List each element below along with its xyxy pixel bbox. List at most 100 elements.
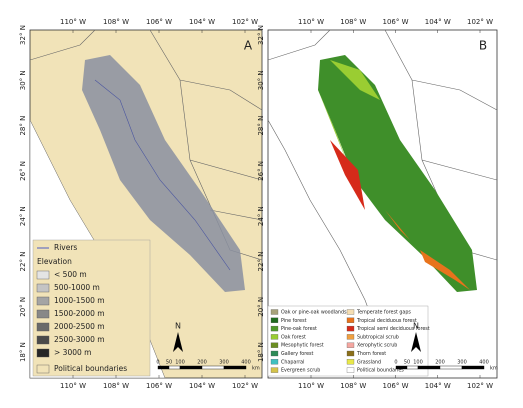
scale-tick: 100 (175, 360, 185, 366)
legend-text: 2500-3000 m (54, 335, 105, 344)
legend-text: Xerophytic scrub (357, 343, 397, 349)
north-label: N (175, 322, 181, 331)
legend-swatch (346, 350, 355, 357)
legend-swatch (36, 348, 50, 358)
latitude-label: 28° N (19, 116, 27, 136)
latitude-label: 32° N (257, 25, 265, 45)
scale-unit: km (252, 366, 260, 372)
scale-segment (439, 365, 463, 370)
legend-swatch (346, 342, 355, 348)
latitude-label: 32° N (19, 25, 27, 45)
legend-text: Tropical semi deciduous forest (356, 326, 430, 332)
scale-segment (406, 365, 419, 370)
scale-tick: 0 (394, 360, 397, 366)
longitude-label: 106° W (382, 18, 408, 26)
longitude-label: 108° W (103, 382, 129, 390)
legend-b: Oak or pine-oak woodlands Pine forest Pine… (267, 305, 430, 377)
latitude-label: 30° N (19, 70, 27, 90)
legend-text: 2000-2500 m (54, 322, 105, 331)
legend-swatch (346, 359, 355, 365)
longitude-label: 104° W (189, 382, 215, 390)
legend-text: Oak or pine-oak woodlands (281, 310, 347, 316)
latitude-label: 24° N (257, 206, 265, 226)
legend-text: Grassland (357, 359, 381, 365)
legend-swatch (270, 317, 279, 323)
legend-text: Rivers (54, 243, 77, 252)
legend-title: Elevation (37, 257, 72, 266)
scale-tick: 0 (156, 360, 159, 366)
legend-swatch (36, 322, 50, 332)
legend-swatch (346, 317, 355, 323)
legend-text: Political boundaries (54, 364, 127, 373)
longitude-label: 110° W (60, 18, 86, 26)
north-arrow (411, 332, 421, 352)
legend-text: Gallery forest (281, 351, 314, 357)
scale-segment (417, 365, 441, 370)
scale-tick: 200 (435, 360, 445, 366)
legend-a: Rivers Elevation < 500 m 500-1000 m 1000-150… (32, 239, 151, 377)
legend-text: Temperate forest gaps (356, 310, 411, 316)
legend-swatch (36, 335, 50, 345)
legend-swatch (36, 283, 50, 293)
scale-unit: km (490, 366, 498, 372)
scale-tick: 50 (404, 360, 410, 366)
legend-swatch (36, 270, 50, 280)
longitude-label: 108° W (340, 18, 366, 26)
legend-swatch (36, 296, 50, 306)
longitude-label: 104° W (189, 18, 215, 26)
scale-tick: 300 (457, 360, 467, 366)
legend-swatch (270, 350, 279, 357)
latitude-label: 24° N (19, 206, 27, 226)
legend-swatch (270, 309, 279, 315)
legend-text: > 3000 m (54, 348, 91, 357)
longitude-label: 110° W (298, 382, 324, 390)
scale-segment (179, 365, 203, 370)
legend-text: Subtropical scrub (357, 334, 399, 340)
panel-label: B (479, 39, 487, 53)
latitude-label: 30° N (257, 70, 265, 90)
latitude-label: 22° N (19, 252, 27, 272)
latitude-label: 20° N (257, 297, 265, 317)
north-label: N (413, 322, 419, 331)
legend-swatch (270, 342, 279, 348)
north-arrow (173, 332, 183, 352)
scale-segment (223, 365, 247, 370)
legend-swatch (270, 359, 279, 365)
latitude-label: 18° N (257, 342, 265, 362)
longitude-label: 108° W (340, 382, 366, 390)
scale-segment (461, 365, 485, 370)
scale-tick: 300 (219, 360, 229, 366)
latitude-label: 26° N (19, 161, 27, 181)
legend-text: Political boundaries (357, 368, 404, 374)
legend-text: 1500-2000 m (54, 309, 105, 318)
longitude-label: 110° W (298, 18, 324, 26)
scale-tick: 400 (241, 360, 251, 366)
legend-text: Pine forest (281, 318, 307, 324)
latitude-label: 28° N (257, 116, 265, 136)
legend-text: 1000-1500 m (54, 296, 105, 305)
longitude-label: 106° W (146, 382, 172, 390)
longitude-label: 102° W (467, 18, 493, 26)
scale-segment (201, 365, 225, 370)
legend-text: 500-1000 m (54, 283, 100, 292)
legend-text: Oak forest (281, 334, 306, 340)
scale-segment (157, 365, 170, 370)
longitude-label: 110° W (60, 382, 86, 390)
legend-swatch (270, 325, 279, 332)
legend-text: < 500 m (54, 270, 87, 279)
legend-swatch (270, 367, 279, 373)
latitude-label: 26° N (257, 161, 265, 181)
legend-swatch (346, 334, 355, 340)
legend-swatch (346, 309, 355, 315)
longitude-label: 102° W (232, 18, 258, 26)
scale-tick: 400 (479, 360, 489, 366)
legend-text: Mesophytic forest (281, 343, 324, 349)
scale-tick: 50 (166, 360, 172, 366)
legend-text: Chaparral (281, 359, 304, 365)
legend-swatch (36, 364, 50, 374)
legend-text: Evergreen scrub (281, 368, 320, 374)
scale-segment (395, 365, 408, 370)
latitude-label: 20° N (19, 297, 27, 317)
longitude-label: 102° W (232, 382, 258, 390)
